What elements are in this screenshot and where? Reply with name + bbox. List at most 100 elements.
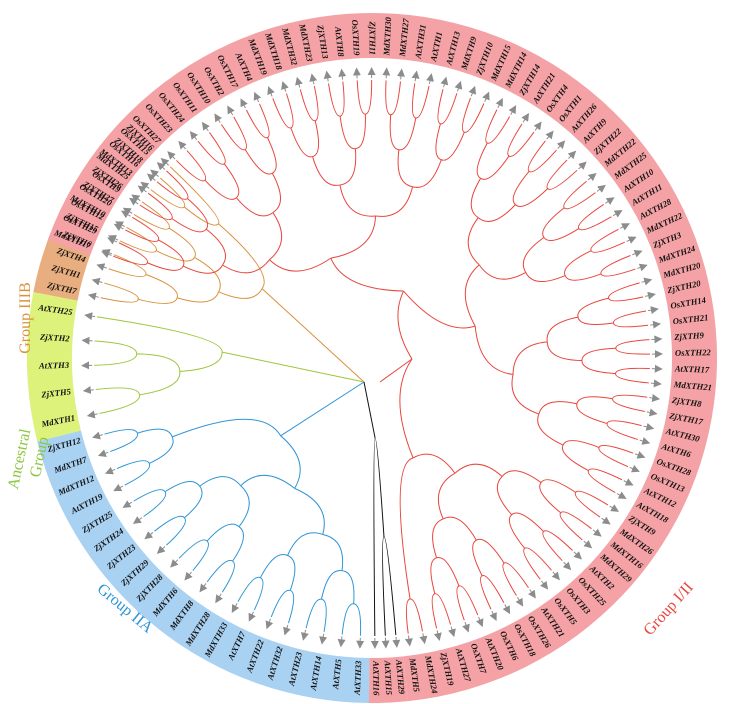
- tree-branch: [312, 120, 320, 158]
- tree-branch: [481, 575, 505, 603]
- tree-branch: [456, 585, 465, 621]
- leaf-arrow: [140, 181, 150, 190]
- tree-branch: [562, 440, 600, 448]
- tree-branch: [464, 264, 480, 327]
- tree-branch: [206, 559, 233, 583]
- leaf-arrow: [637, 263, 648, 272]
- leaf-arrow: [646, 408, 658, 417]
- tree-branch: [240, 474, 295, 489]
- leaf-arrow: [397, 68, 405, 80]
- tree-branch: [563, 180, 587, 209]
- tree-branch: [480, 575, 492, 610]
- tree-branch: [184, 485, 203, 519]
- tree-branch: [539, 482, 561, 514]
- leaf-arrow: [227, 105, 235, 116]
- leaf-arrow: [323, 70, 332, 82]
- leaf-label: ZjXTH11: [368, 21, 378, 55]
- tree-branch: [574, 492, 601, 518]
- leaf-arrow: [122, 500, 133, 508]
- leaf-arrow: [521, 113, 530, 123]
- leaf-arrow: [641, 277, 653, 286]
- leaf-label: AtXTH33: [352, 660, 363, 696]
- tree-branch: [612, 394, 648, 399]
- tree-branch: [612, 322, 649, 328]
- tree-branch: [560, 511, 592, 530]
- leaf-arrow: [392, 636, 401, 648]
- leaf-arrow: [265, 618, 274, 630]
- tree-branch: [267, 137, 277, 174]
- leaf-label: ZjXTH9: [673, 330, 705, 342]
- tree-branch: [321, 598, 327, 632]
- clade-root-branch: [363, 381, 376, 439]
- leaf-arrow: [502, 604, 511, 615]
- tree-branch: [576, 396, 613, 404]
- tree-branch: [197, 140, 225, 165]
- leaf-arrow: [495, 98, 503, 109]
- tree-branch: [612, 310, 647, 324]
- tree-branch: [397, 149, 413, 188]
- tree-branch: [590, 241, 625, 253]
- tree-branch: [437, 89, 444, 125]
- tree-branch: [171, 218, 207, 233]
- tree-branch: [390, 81, 401, 116]
- tree-branch: [164, 481, 201, 493]
- tree-branch: [373, 437, 376, 636]
- tree-branch: [125, 229, 159, 242]
- tree-branch: [588, 468, 623, 481]
- leaf-arrow: [178, 140, 187, 150]
- tree-branch: [154, 515, 185, 532]
- leaf-arrow: [440, 76, 449, 88]
- leaf-arrow: [97, 449, 109, 457]
- tree-branch: [561, 444, 589, 471]
- leaf-label: MdXTH5: [407, 657, 422, 694]
- clade-root-branch: [280, 381, 365, 437]
- tree-branch: [116, 460, 150, 470]
- leaf-arrow: [86, 410, 98, 419]
- tree-branch: [209, 132, 226, 165]
- leaf-label: ZjXTH5: [40, 386, 72, 399]
- tree-branch: [431, 593, 438, 629]
- leaf-arrow: [170, 559, 179, 568]
- tree-branch: [507, 123, 523, 157]
- tree-branch: [477, 204, 516, 222]
- leaf-arrow: [199, 583, 208, 593]
- tree-branch: [389, 114, 400, 151]
- tree-branch: [178, 539, 208, 559]
- tree-branch: [271, 172, 282, 214]
- tree-branch: [476, 142, 488, 179]
- leaf-arrow: [160, 157, 170, 167]
- tree-branch: [168, 227, 196, 258]
- leaf-arrow: [632, 249, 643, 258]
- tree-branch: [581, 360, 616, 375]
- tree-branch: [432, 518, 444, 558]
- tree-branch: [287, 589, 295, 624]
- leaf-arrow: [167, 151, 176, 160]
- leaf-arrow: [91, 277, 103, 286]
- leaf-arrow: [132, 516, 143, 524]
- tree-branch: [524, 547, 552, 571]
- leaf-arrow: [214, 113, 223, 123]
- tree-branch: [96, 316, 223, 353]
- band-ancestral: [27, 292, 81, 442]
- tree-branch: [237, 576, 261, 602]
- tree-branch: [581, 347, 616, 361]
- leaf-arrow: [144, 531, 154, 540]
- leaf-label: AtXTH29: [394, 658, 407, 695]
- tree-branch: [441, 131, 465, 161]
- leaf-arrow: [107, 237, 118, 245]
- tree-branch: [503, 562, 529, 589]
- tree-branch: [223, 163, 240, 199]
- leaf-arrow: [623, 478, 634, 486]
- tree-branch: [124, 463, 151, 486]
- leaf-arrow: [231, 603, 240, 613]
- tree-branch: [576, 403, 608, 424]
- tree-branch: [269, 212, 283, 261]
- tree-branch: [435, 123, 442, 161]
- tree-branch: [440, 93, 458, 125]
- tree-branch: [615, 373, 649, 384]
- tree-branch: [272, 98, 292, 129]
- tree-branch: [222, 259, 270, 274]
- tree-branch: [472, 539, 483, 576]
- tree-branch: [290, 127, 313, 158]
